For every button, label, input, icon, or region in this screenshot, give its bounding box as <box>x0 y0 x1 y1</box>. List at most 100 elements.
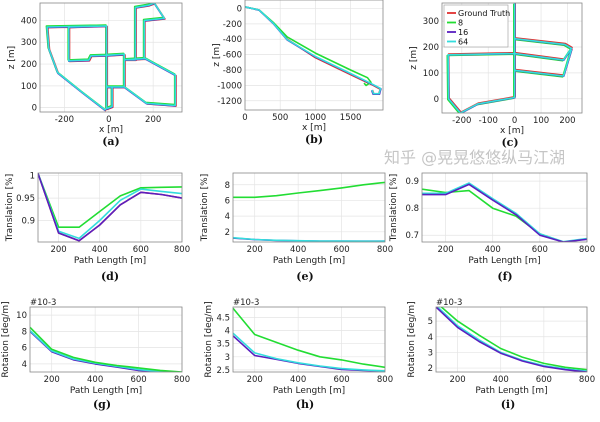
subfigure-caption: (g) <box>93 398 111 411</box>
y-tick-label: 0.9 <box>21 216 35 226</box>
x-tick-label: 500 <box>272 113 288 123</box>
subfigure-caption: (h) <box>296 398 314 411</box>
series-line-64 <box>233 236 385 242</box>
plot-area <box>38 173 182 242</box>
x-axis-label: x [m] <box>500 126 524 136</box>
x-tick-label: 800 <box>174 245 190 255</box>
legend-entry: 8 <box>458 19 463 28</box>
x-tick-label: 0 <box>106 115 111 125</box>
x-tick-label: 800 <box>377 375 393 385</box>
watermark: 知乎 @晃晃悠悠纵马江湖 <box>384 148 566 167</box>
x-tick-label: 800 <box>174 375 190 385</box>
axes-frame <box>29 306 183 373</box>
y-tick-label: 200 <box>21 60 37 70</box>
axes-frame <box>435 306 588 373</box>
subfigure-caption: (e) <box>296 270 313 283</box>
series-line-8 <box>440 307 587 371</box>
y-tick-label: 400 <box>21 16 37 26</box>
y-tick-label: 0.9 <box>405 177 419 187</box>
y-tick-label: 4.5 <box>216 313 230 323</box>
series-line-64 <box>38 173 182 240</box>
x-axis-label: x [m] <box>302 123 326 133</box>
chart-g: 200 400 600 800 4 6 8 10 Path Length [m] Rotation… <box>1 298 190 411</box>
y-tick-label: -1000 <box>217 81 242 91</box>
y-tick-label: -600 <box>223 51 242 61</box>
series-group <box>45 3 177 112</box>
x-tick-label: 600 <box>333 375 349 385</box>
y-tick-label: 0.95 <box>16 194 35 204</box>
legend-box <box>443 4 509 48</box>
y-axis-label: Rotation [deg/m] <box>1 301 11 377</box>
y-tick-label: 4 <box>22 360 27 370</box>
y-tick-label: 6 <box>22 344 27 354</box>
y-axis-label: z [m] <box>7 46 17 69</box>
y-tick-label: 6 <box>225 196 230 206</box>
y-tick-label: 4 <box>428 333 433 343</box>
x-tick-label: 400 <box>290 245 306 255</box>
series-line-64 <box>447 3 573 113</box>
axes-frame <box>39 2 183 113</box>
series-line-64 <box>245 6 382 95</box>
series-line-16 <box>38 173 182 242</box>
legend-entry: Ground Truth <box>458 9 510 18</box>
chart-c: -200 -100 0 100 200 0 100 200 300 x [m] z [m] (c) Gr… <box>409 2 583 149</box>
x-tick-label: 600 <box>333 245 349 255</box>
legend-entry: 64 <box>458 38 468 47</box>
y-tick-label: -200 <box>223 20 242 30</box>
x-tick-label: 200 <box>50 245 66 255</box>
x-axis-label: x [m] <box>99 125 123 135</box>
x-tick-label: 200 <box>449 375 465 385</box>
y-tick-label: 2.5 <box>216 366 230 376</box>
y-axis-label: Rotation [deg/m] <box>407 301 417 377</box>
x-tick-label: 200 <box>145 115 161 125</box>
x-tick-label: 200 <box>559 116 575 126</box>
y-axis-label: Translation [%] <box>5 174 15 242</box>
series-line-16 <box>436 307 587 372</box>
subfigure-caption: (d) <box>101 270 119 283</box>
y-tick-label: 3.5 <box>216 340 230 350</box>
series-group <box>422 182 587 242</box>
series-line-64 <box>233 332 385 372</box>
legend-entry: 16 <box>458 28 468 37</box>
y-tick-label: 4 <box>225 212 230 222</box>
y-tick-label: 300 <box>423 17 439 27</box>
series-line-8 <box>233 181 385 199</box>
x-tick-label: 600 <box>536 375 552 385</box>
series-group <box>436 307 587 372</box>
x-axis-label: Path Length [m] <box>273 256 345 266</box>
x-tick-label: 600 <box>133 245 149 255</box>
y-tick-label: 0 <box>434 95 439 105</box>
x-tick-label: 200 <box>437 245 453 255</box>
series-line-8 <box>30 326 182 372</box>
x-tick-label: 400 <box>87 375 103 385</box>
axes-frame <box>421 172 588 243</box>
y-tick-label: 100 <box>21 82 37 92</box>
x-tick-label: 400 <box>290 375 306 385</box>
x-tick-label: -200 <box>55 115 74 125</box>
y-tick-label: 300 <box>21 38 37 48</box>
y-tick-label: -400 <box>223 35 242 45</box>
y-tick-label: -1200 <box>217 97 242 107</box>
x-tick-label: 400 <box>493 375 509 385</box>
x-tick-label: 200 <box>247 375 263 385</box>
y-tick-label: 0.8 <box>405 204 419 214</box>
axes-frame <box>37 172 183 243</box>
axes-frame <box>232 172 386 243</box>
x-tick-label: -100 <box>479 116 498 126</box>
x-tick-label: 400 <box>485 245 501 255</box>
chart-f: 200 400 600 800 0.7 0.8 0.9 Path Length [m] Tran… <box>389 172 595 283</box>
x-tick-label: 800 <box>579 375 595 385</box>
y-tick-label: 10 <box>16 311 27 321</box>
chart-a: -200 0 200 0 100 200 300 400 x [m] z [m] (a) <box>7 2 183 148</box>
series-line-8 <box>38 173 182 228</box>
series-line-8 <box>233 307 385 369</box>
y-tick-label: 2 <box>428 364 433 374</box>
x-tick-label: 800 <box>579 245 595 255</box>
y-exponent-label: #10-3 <box>30 298 56 308</box>
y-tick-label: 5 <box>428 317 433 327</box>
x-tick-label: 200 <box>247 245 263 255</box>
x-axis-label: Path Length [m] <box>70 386 142 396</box>
y-exponent-label: #10-3 <box>233 298 259 308</box>
